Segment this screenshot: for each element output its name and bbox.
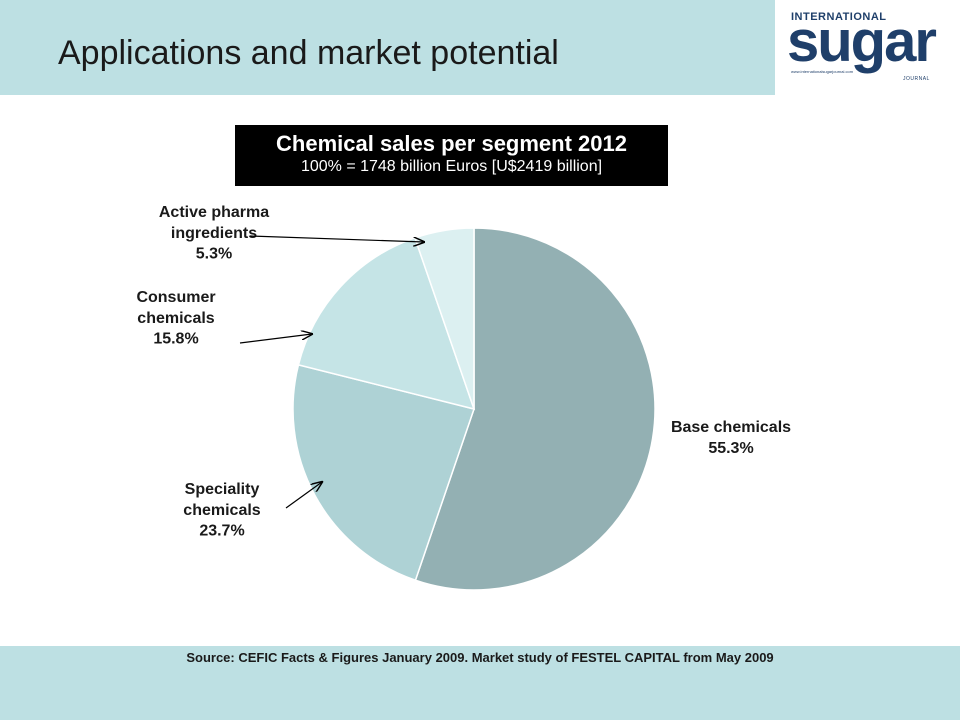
chart-title-box: Chemical sales per segment 2012 100% = 1… [235,125,668,186]
logo-url-text: www.internationalsugarjournal.com [791,69,854,74]
logo-main-text: sugar [787,9,937,74]
label-arrow-4 [249,235,424,242]
label-arrow-2 [285,482,322,509]
slide-title: Applications and market potential [58,34,559,72]
source-note: Source: CEFIC Facts & Figures January 20… [186,650,774,665]
pie-slice-3 [297,236,476,411]
slice-label-2: Speciality chemicals 23.7% [183,481,260,540]
header-band [0,0,775,95]
pie-slice-1 [414,227,656,591]
logo-top-text: INTERNATIONAL [791,11,887,23]
label-arrow-3 [239,334,312,344]
footer-band [0,646,960,720]
sugar-journal-logo: INTERNATIONAL sugar www.internationalsug… [775,0,960,95]
chart-title: Chemical sales per segment 2012 [276,131,627,156]
pie-slice-2 [292,363,475,582]
slice-label-1: Base chemicals 55.3% [671,419,791,457]
slice-label-3: Consumer chemicals 15.8% [136,289,215,348]
slice-label-4: Active pharma ingredients 5.3% [159,204,269,263]
chart-subtitle: 100% = 1748 billion Euros [U$2419 billio… [300,158,603,175]
logo-bottom-text: JOURNAL [903,76,930,82]
